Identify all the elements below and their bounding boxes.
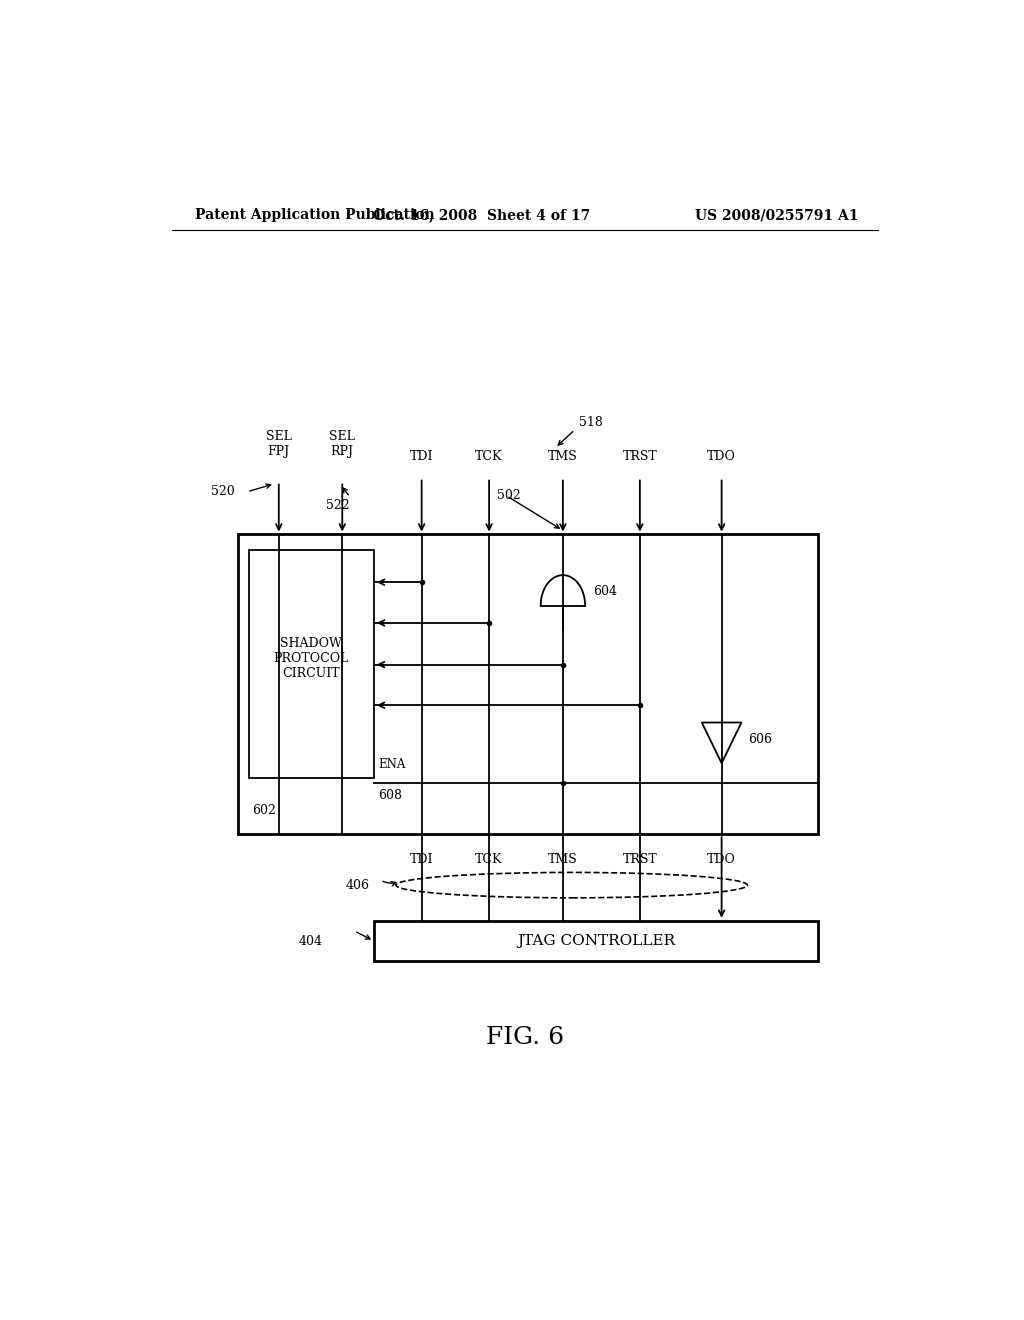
Text: 520: 520 (211, 486, 236, 498)
Text: TMS: TMS (548, 450, 578, 463)
Text: 606: 606 (748, 733, 772, 746)
Text: 608: 608 (378, 789, 402, 801)
Text: TRST: TRST (623, 450, 657, 463)
Text: Oct. 16, 2008  Sheet 4 of 17: Oct. 16, 2008 Sheet 4 of 17 (373, 209, 590, 222)
Text: Patent Application Publication: Patent Application Publication (196, 209, 435, 222)
Text: SEL
FPJ: SEL FPJ (266, 430, 292, 458)
Text: ENA: ENA (378, 758, 406, 771)
Text: 602: 602 (253, 804, 276, 817)
Text: FIG. 6: FIG. 6 (485, 1026, 564, 1049)
Text: TDO: TDO (708, 853, 736, 866)
Text: 406: 406 (346, 879, 370, 891)
Bar (374, 921, 818, 961)
Text: TDI: TDI (410, 853, 433, 866)
Text: 518: 518 (579, 416, 603, 429)
Text: 604: 604 (593, 586, 617, 598)
Text: 404: 404 (298, 935, 323, 948)
Text: SEL
RPJ: SEL RPJ (330, 430, 355, 458)
Text: 522: 522 (327, 499, 350, 512)
Text: TCK: TCK (475, 450, 503, 463)
Bar (238, 535, 818, 834)
Text: TRST: TRST (623, 853, 657, 866)
Text: 502: 502 (497, 490, 521, 503)
Text: TMS: TMS (548, 853, 578, 866)
Text: SHADOW
PROTOCOL
CIRCUIT: SHADOW PROTOCOL CIRCUIT (273, 638, 349, 681)
Text: TCK: TCK (475, 853, 503, 866)
Text: TDI: TDI (410, 450, 433, 463)
Bar (249, 549, 374, 779)
Text: JTAG CONTROLLER: JTAG CONTROLLER (517, 935, 675, 948)
Text: US 2008/0255791 A1: US 2008/0255791 A1 (694, 209, 858, 222)
Text: TDO: TDO (708, 450, 736, 463)
